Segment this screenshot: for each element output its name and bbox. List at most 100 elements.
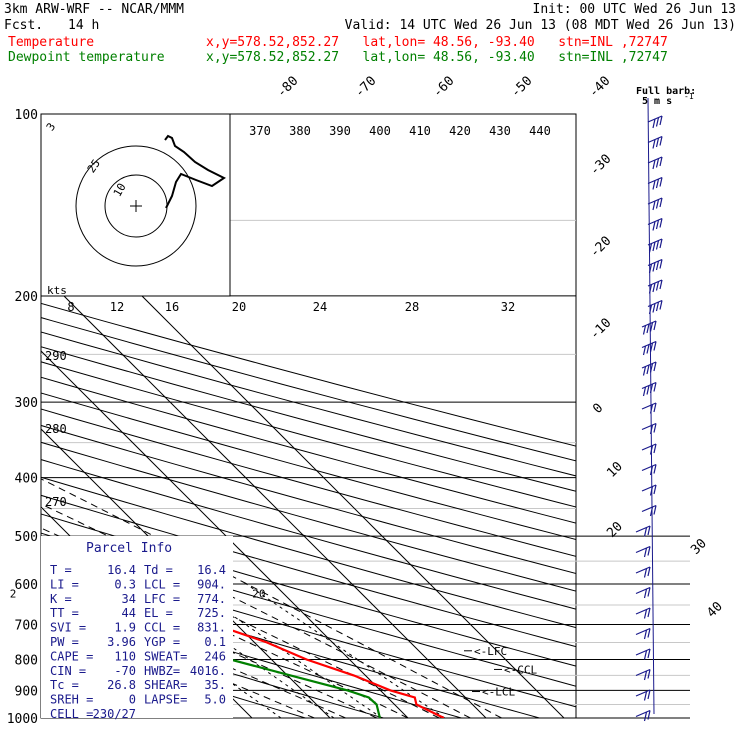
parcel-info-cell: 35. — [204, 678, 226, 692]
theta-label: 430 — [489, 124, 511, 138]
pressure-label: 400 — [15, 472, 38, 487]
wind-barb-flag — [659, 156, 663, 167]
wind-barb-staff — [641, 484, 657, 492]
wind-barb-flag — [655, 137, 660, 148]
isotherm-label: 0 — [590, 401, 606, 417]
wind-barb-flag — [653, 464, 657, 474]
dry-adiabat-label: 280 — [45, 422, 67, 436]
dewpoint-location: x,y=578.52,852.27 lat,lon= 48.56, -93.40… — [206, 50, 668, 65]
pressure-label: 500 — [15, 530, 38, 545]
parcel-info-cell: 0 — [129, 693, 136, 707]
forecast-hour: 14 h — [68, 18, 100, 33]
wind-barb-flag — [652, 118, 656, 129]
moist-adiabat-label: 20 — [232, 300, 246, 314]
theta-label: 370 — [249, 124, 271, 138]
parcel-info-cell: CCL = — [144, 621, 180, 635]
hodograph-radius-label: 10 — [111, 181, 129, 199]
wind-barb-flag — [659, 115, 663, 126]
wind-barb-flag — [643, 650, 648, 660]
dewpoint-profile — [41, 559, 381, 718]
wind-barb-flag — [659, 259, 663, 269]
dry-adiabat-label: 270 — [45, 495, 67, 509]
wind-barb-flag — [652, 139, 656, 149]
pressure-label: 200 — [15, 290, 38, 305]
wind-legend-unit: 5 m s — [642, 96, 672, 107]
wind-legend: Full barb: 5 m s -1 — [636, 86, 696, 107]
level-label: <-LFC — [474, 645, 507, 658]
parcel-info-cell: 774. — [197, 592, 226, 606]
wind-barb-flag — [655, 158, 660, 168]
wind-barb-flag — [655, 240, 660, 250]
parcel-info-cell: 16.4 — [197, 563, 226, 577]
theta-label: 390 — [329, 124, 351, 138]
wind-barb-flag — [655, 281, 660, 291]
wind-barb-flag — [659, 238, 663, 249]
parcel-info-cell: PW = — [50, 635, 79, 649]
wind-barb-flag — [659, 177, 663, 187]
parcel-info-cell: TT = — [50, 606, 79, 620]
wind-barb-staff — [635, 586, 651, 595]
parcel-info-cell: 3.96 — [107, 635, 136, 649]
wind-barb-staff — [641, 422, 657, 431]
wind-barb-staff — [641, 504, 657, 513]
wind-barb-flag — [655, 219, 660, 230]
dry-adiabat — [41, 459, 576, 610]
parcel-info-title: Parcel Info — [86, 541, 172, 556]
dry-adiabat — [41, 424, 576, 575]
pressure-label: 800 — [15, 653, 38, 668]
temperature-location: x,y=578.52,852.27 lat,lon= 48.56, -93.40… — [206, 35, 668, 50]
wind-barb-flag — [647, 587, 651, 597]
wind-barb-flag — [653, 402, 657, 413]
wind-barb-flag — [655, 301, 660, 312]
pressure-label: 300 — [15, 396, 38, 411]
isotherm-label: 20 — [604, 519, 626, 541]
moist-adiabat-label: 32 — [501, 300, 515, 314]
isotherm-label: -20 — [587, 234, 614, 261]
hodograph-kts-label: kts — [47, 284, 67, 297]
wind-barb-flag — [653, 423, 657, 433]
isotherm-label: 30 — [688, 536, 710, 558]
wind-barb-staff — [635, 607, 651, 615]
wind-barb-flag — [647, 607, 651, 618]
parcel-info-cell: CELL = — [50, 707, 93, 721]
dry-adiabat — [41, 593, 462, 718]
wind-barb-flag — [643, 691, 648, 701]
wind-barb-flag — [647, 710, 651, 720]
wind-barb-flag — [652, 221, 656, 231]
hodograph-trace — [164, 134, 226, 209]
parcel-info-cell: SWEAT= — [144, 649, 187, 663]
pressure-label: 700 — [15, 618, 38, 633]
parcel-info-cell: 16.4 — [107, 563, 136, 577]
isotherm-label: -60 — [430, 74, 457, 101]
wind-barb-flag — [642, 345, 647, 356]
moist-adiabat-label: 16 — [165, 300, 179, 314]
wind-barb-flag — [646, 323, 650, 334]
parcel-info-cell: LFC = — [144, 592, 180, 606]
wind-barb-flag — [647, 566, 651, 577]
wind-barb-flag — [652, 262, 656, 272]
parcel-info-cell: K = — [50, 592, 72, 606]
parcel-info-cell: -70 — [114, 664, 136, 678]
parcel-info-cell: SHEAR= — [144, 678, 187, 692]
isotherm-label: 10 — [604, 459, 626, 481]
parcel-info-cell: CIN = — [50, 664, 86, 678]
wind-barb-flag — [643, 527, 648, 537]
wind-barb-staff — [635, 627, 651, 636]
valid-time: Valid: 14 UTC Wed 26 Jun 13 (08 MDT Wed … — [344, 18, 736, 33]
wind-barb-staff — [635, 545, 651, 554]
parcel-info-cell: EL = — [144, 606, 173, 620]
pressure-label: 100 — [15, 108, 38, 123]
isotherm-label: -70 — [352, 74, 379, 101]
model-title: 3km ARW-WRF -- NCAR/MMM — [4, 2, 185, 17]
parcel-info-cell: HWBZ= — [144, 664, 180, 678]
wind-barb-flag — [642, 386, 647, 397]
dry-adiabat — [41, 572, 540, 718]
isotherm-line — [41, 350, 409, 718]
wind-barb-flag — [643, 588, 648, 599]
hodograph-radius-label: 25 — [85, 157, 103, 175]
parcel-info-cell: CAPE = — [50, 649, 93, 663]
wind-barb-staff — [641, 402, 657, 410]
moist-adiabat-label: 24 — [313, 300, 327, 314]
wind-barb-flag — [647, 648, 651, 659]
wind-barb-flag — [643, 670, 648, 681]
